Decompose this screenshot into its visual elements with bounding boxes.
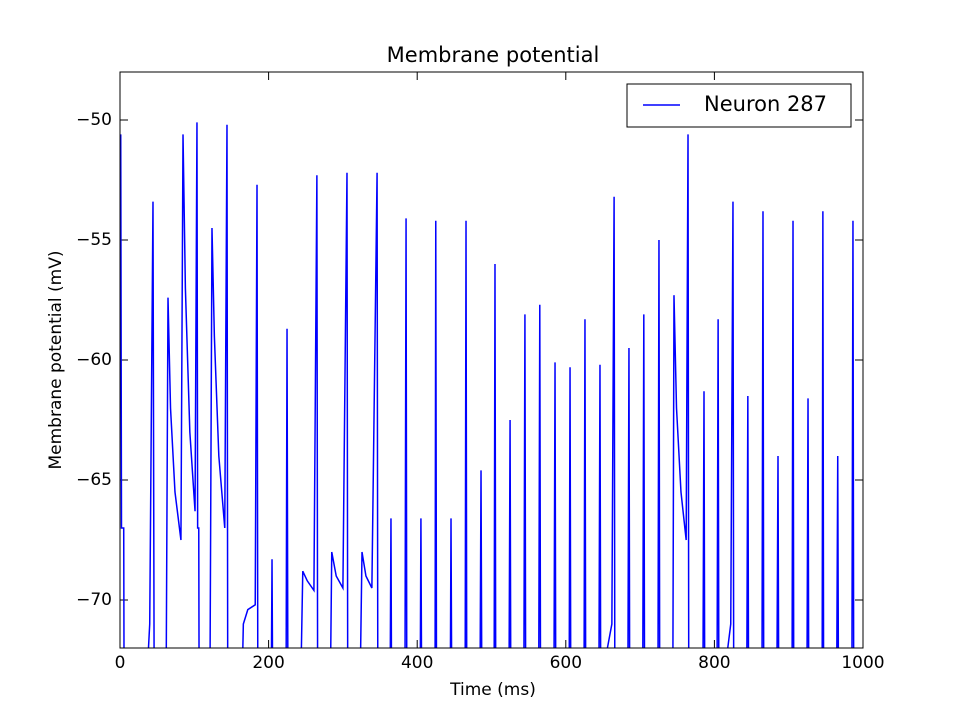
- chart-title: Membrane potential: [387, 43, 600, 67]
- y-axis-label: Membrane potential (mV): [46, 251, 66, 470]
- x-tick-label: 0: [115, 653, 126, 673]
- legend-label: Neuron 287: [704, 92, 827, 116]
- x-tick-label: 600: [550, 653, 582, 673]
- x-tick-label: 200: [252, 653, 284, 673]
- x-tick-label: 800: [698, 653, 730, 673]
- y-tick-label: −65: [76, 470, 112, 490]
- x-tick-label: 1000: [841, 653, 884, 673]
- x-tick-label: 400: [401, 653, 433, 673]
- y-tick-label: −70: [76, 590, 112, 610]
- data-line: [120, 122, 855, 648]
- plot-frame: [119, 71, 864, 649]
- y-tick-label: −55: [76, 230, 112, 250]
- y-tick-label: −60: [76, 350, 112, 370]
- y-tick-label: −50: [76, 110, 112, 130]
- x-axis-label: Time (ms): [449, 680, 536, 700]
